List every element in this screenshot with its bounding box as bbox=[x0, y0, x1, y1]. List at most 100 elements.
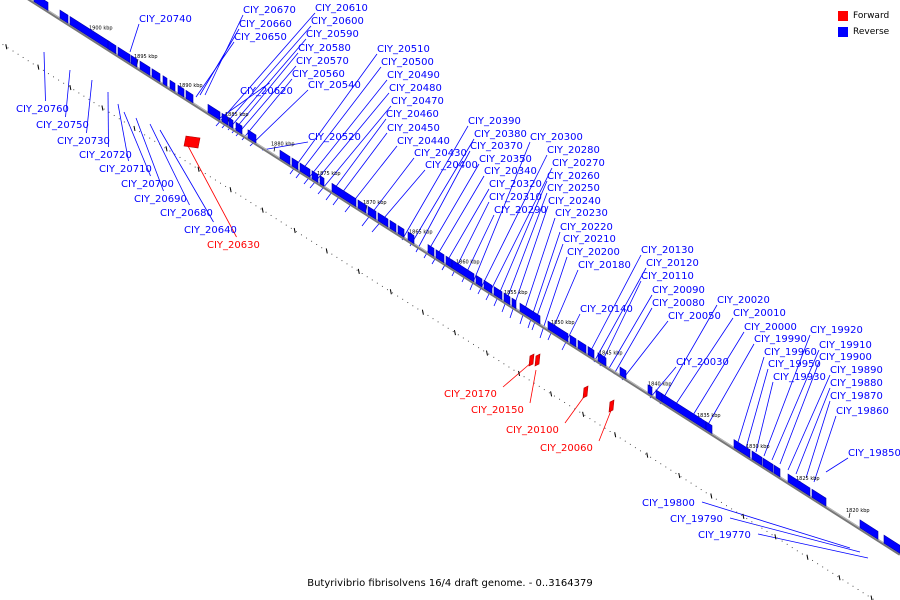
gene-label[interactable]: CIY_20440 bbox=[397, 136, 450, 147]
gene-label[interactable]: CIY_20250 bbox=[547, 183, 600, 194]
forward-gene-block[interactable] bbox=[528, 353, 535, 367]
gene-label[interactable]: CIY_20400 bbox=[425, 160, 478, 171]
gene-label[interactable]: CIY_20050 bbox=[668, 311, 721, 322]
reverse-gene-block[interactable] bbox=[407, 231, 415, 245]
reverse-gene-block[interactable] bbox=[435, 249, 445, 264]
gene-label[interactable]: CIY_20030 bbox=[676, 357, 729, 368]
gene-label[interactable]: CIY_20650 bbox=[234, 32, 287, 43]
gene-label[interactable]: CIY_20500 bbox=[381, 57, 434, 68]
reverse-gene-block[interactable] bbox=[451, 259, 475, 283]
reverse-gene-block[interactable] bbox=[751, 450, 763, 466]
reverse-gene-block[interactable] bbox=[177, 84, 185, 98]
forward-gene-block[interactable] bbox=[183, 135, 201, 149]
gene-label[interactable]: CIY_19870 bbox=[830, 391, 883, 402]
gene-label[interactable]: CIY_20680 bbox=[160, 208, 213, 219]
gene-label[interactable]: CIY_20520 bbox=[308, 132, 361, 143]
reverse-gene-block[interactable] bbox=[185, 89, 194, 104]
reverse-gene-block[interactable] bbox=[647, 384, 653, 396]
gene-label[interactable]: CIY_20460 bbox=[386, 109, 439, 120]
gene-label[interactable]: CIY_20260 bbox=[547, 171, 600, 182]
gene-label[interactable]: CIY_20610 bbox=[315, 3, 368, 14]
gene-label[interactable]: CIY_20730 bbox=[57, 136, 110, 147]
gene-label[interactable]: CIY_20320 bbox=[489, 179, 542, 190]
gene-label[interactable]: CIY_20380 bbox=[474, 129, 527, 140]
reverse-gene-block[interactable] bbox=[597, 352, 607, 367]
reverse-gene-block[interactable] bbox=[377, 212, 389, 228]
reverse-gene-block[interactable] bbox=[397, 224, 405, 238]
reverse-gene-block[interactable] bbox=[787, 473, 811, 497]
gene-label[interactable]: CIY_20290 bbox=[494, 205, 547, 216]
reverse-gene-block[interactable] bbox=[139, 60, 151, 77]
forward-gene-block[interactable] bbox=[582, 385, 589, 399]
reverse-gene-block[interactable] bbox=[291, 157, 299, 171]
reverse-gene-block[interactable] bbox=[883, 534, 900, 554]
reverse-gene-block[interactable] bbox=[762, 457, 774, 473]
reverse-gene-block[interactable] bbox=[117, 46, 131, 64]
gene-label[interactable]: CIY_20740 bbox=[139, 14, 192, 25]
reverse-gene-block[interactable] bbox=[811, 488, 827, 507]
reverse-gene-block[interactable] bbox=[311, 170, 319, 184]
gene-label[interactable]: CIY_19900 bbox=[819, 352, 872, 363]
reverse-gene-block[interactable] bbox=[59, 9, 69, 24]
gene-label[interactable]: CIY_20480 bbox=[389, 83, 442, 94]
reverse-gene-block[interactable] bbox=[130, 54, 138, 68]
gene-label[interactable]: CIY_20540 bbox=[308, 80, 361, 91]
gene-label[interactable]: CIY_20470 bbox=[391, 96, 444, 107]
reverse-gene-block[interactable] bbox=[511, 297, 517, 310]
reverse-gene-block[interactable] bbox=[661, 393, 707, 431]
gene-label[interactable]: CIY_20140 bbox=[580, 304, 633, 315]
gene-label[interactable]: CIY_20590 bbox=[306, 29, 359, 40]
gene-label[interactable]: CIY_19770 bbox=[698, 530, 751, 541]
gene-label[interactable]: CIY_20080 bbox=[652, 298, 705, 309]
gene-label[interactable]: CIY_19960 bbox=[764, 347, 817, 358]
reverse-gene-block[interactable] bbox=[859, 519, 879, 540]
reverse-gene-block[interactable] bbox=[577, 339, 587, 354]
gene-label[interactable]: CIY_20310 bbox=[489, 192, 542, 203]
gene-label[interactable]: CIY_19800 bbox=[642, 498, 695, 509]
gene-label[interactable]: CIY_20020 bbox=[717, 295, 770, 306]
reverse-gene-block[interactable] bbox=[357, 199, 367, 214]
reverse-gene-block[interactable] bbox=[569, 334, 577, 348]
gene-label[interactable]: CIY_20630 bbox=[207, 240, 260, 251]
reverse-gene-block[interactable] bbox=[493, 286, 503, 301]
gene-label[interactable]: CIY_20750 bbox=[36, 120, 89, 131]
gene-label[interactable]: CIY_20060 bbox=[540, 443, 593, 454]
gene-label[interactable]: CIY_20430 bbox=[414, 148, 467, 159]
gene-label[interactable]: CIY_20120 bbox=[646, 258, 699, 269]
gene-label[interactable]: CIY_20660 bbox=[239, 19, 292, 30]
gene-label[interactable]: CIY_20490 bbox=[387, 70, 440, 81]
reverse-gene-block[interactable] bbox=[733, 439, 751, 459]
reverse-gene-block[interactable] bbox=[247, 129, 257, 144]
gene-label[interactable]: CIY_20150 bbox=[471, 405, 524, 416]
gene-label[interactable]: CIY_20390 bbox=[468, 116, 521, 127]
gene-label[interactable]: CIY_19910 bbox=[819, 340, 872, 351]
reverse-gene-block[interactable] bbox=[483, 279, 493, 294]
reverse-gene-block[interactable] bbox=[33, 0, 49, 12]
gene-label[interactable]: CIY_20110 bbox=[641, 271, 694, 282]
gene-label[interactable]: CIY_20710 bbox=[99, 164, 152, 175]
gene-label[interactable]: CIY_19850 bbox=[848, 448, 900, 459]
gene-label[interactable]: CIY_20560 bbox=[292, 69, 345, 80]
reverse-gene-block[interactable] bbox=[619, 366, 627, 380]
reverse-gene-block[interactable] bbox=[587, 346, 595, 359]
gene-label[interactable]: CIY_20000 bbox=[744, 322, 797, 333]
gene-label[interactable]: CIY_20450 bbox=[387, 123, 440, 134]
gene-label[interactable]: CIY_20670 bbox=[243, 5, 296, 16]
gene-label[interactable]: CIY_20690 bbox=[134, 194, 187, 205]
gene-label[interactable]: CIY_20580 bbox=[298, 43, 351, 54]
reverse-gene-block[interactable] bbox=[319, 175, 325, 187]
gene-label[interactable]: CIY_20180 bbox=[578, 260, 631, 271]
forward-gene-block[interactable] bbox=[534, 353, 541, 367]
gene-label[interactable]: CIY_20510 bbox=[377, 44, 430, 55]
gene-label[interactable]: CIY_19880 bbox=[830, 378, 883, 389]
forward-gene-block[interactable] bbox=[608, 399, 615, 413]
gene-label[interactable]: CIY_20240 bbox=[548, 196, 601, 207]
reverse-gene-block[interactable] bbox=[207, 103, 221, 121]
gene-label[interactable]: CIY_20370 bbox=[470, 141, 523, 152]
gene-label[interactable]: CIY_19920 bbox=[810, 325, 863, 336]
gene-label[interactable]: CIY_20010 bbox=[733, 308, 786, 319]
gene-label[interactable]: CIY_19950 bbox=[768, 359, 821, 370]
gene-label[interactable]: CIY_20210 bbox=[563, 234, 616, 245]
gene-label[interactable]: CIY_19790 bbox=[670, 514, 723, 525]
reverse-gene-block[interactable] bbox=[162, 75, 168, 87]
